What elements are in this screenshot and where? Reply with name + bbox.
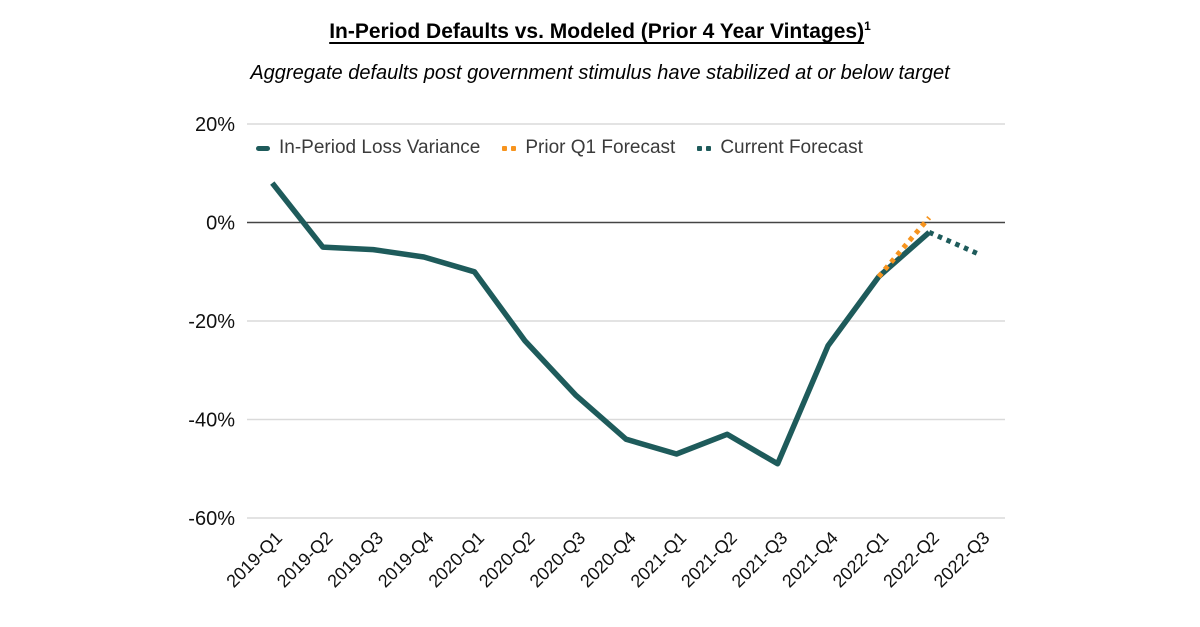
dotted-line-marker: [697, 145, 712, 151]
y-axis-label: -60%: [188, 508, 235, 530]
series-line-2-dotted: [928, 230, 981, 257]
legend-item-prior-q1-forecast: Prior Q1 Forecast: [502, 137, 675, 159]
x-axis-label: 2022-Q3: [930, 528, 994, 592]
chart-legend: In-Period Loss Variance Prior Q1 Forecas…: [256, 135, 863, 161]
dotted-line-marker: [502, 145, 517, 151]
solid-line-marker: [256, 145, 270, 151]
legend-item-current-forecast: Current Forecast: [697, 137, 863, 159]
page-title: In-Period Defaults vs. Modeled (Prior 4 …: [0, 12, 1200, 46]
legend-label: In-Period Loss Variance: [279, 137, 481, 158]
legend-item-in-period-loss-variance: In-Period Loss Variance: [256, 137, 480, 159]
y-axis-label: -40%: [188, 410, 235, 432]
chart-title: In-Period Defaults vs. Modeled (Prior 4 …: [329, 20, 865, 43]
series-line-0-solid: [270, 181, 932, 467]
legend-label: Current Forecast: [720, 137, 863, 158]
title-footnote-marker: 1: [864, 19, 871, 33]
legend-label: Prior Q1 Forecast: [525, 137, 676, 158]
y-axis-label: 20%: [195, 114, 235, 136]
chart-subtitle: Aggregate defaults post government stimu…: [250, 62, 950, 84]
y-axis-label: -20%: [188, 311, 235, 333]
series-line-1-dotted: [876, 215, 932, 279]
y-axis-label: 0%: [206, 213, 235, 235]
